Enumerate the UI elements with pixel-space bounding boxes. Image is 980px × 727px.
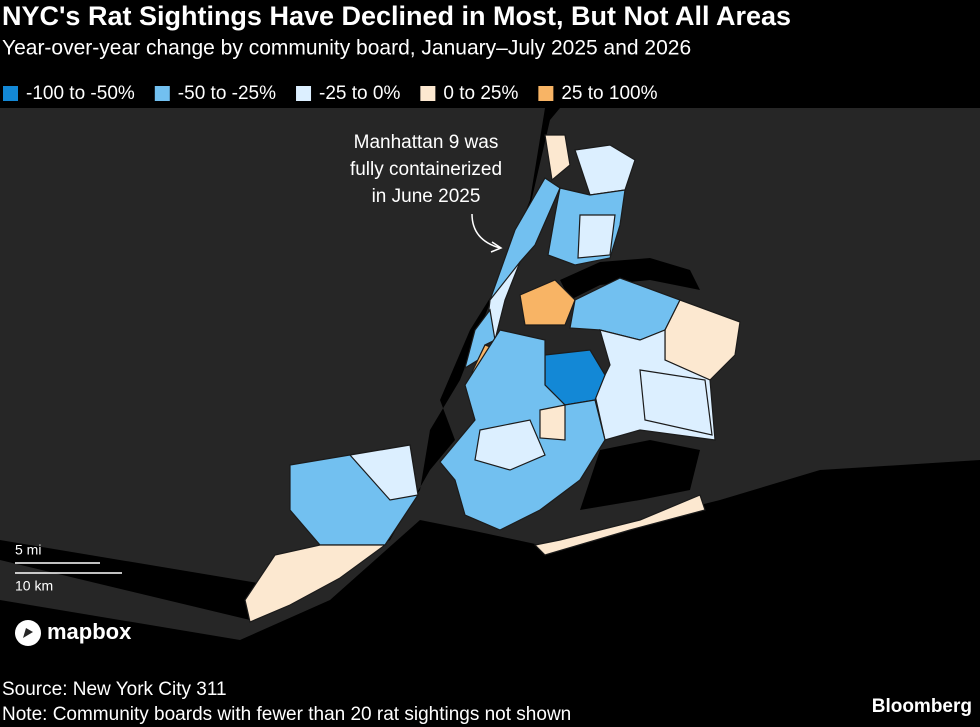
water bbox=[0, 108, 560, 620]
legend-label: 25 to 100% bbox=[561, 83, 657, 104]
annotation-line: in June 2025 bbox=[372, 186, 481, 207]
legend-label: -25 to 0% bbox=[319, 83, 400, 104]
district bbox=[519, 279, 576, 326]
scale-miles: 5 mi bbox=[15, 542, 41, 558]
annotation-arrow bbox=[471, 213, 501, 249]
legend-swatch bbox=[420, 86, 436, 101]
legend-label: -50 to -25% bbox=[178, 83, 276, 104]
title: NYC's Rat Sightings Have Declined in Mos… bbox=[2, 1, 791, 31]
legend-swatch bbox=[538, 86, 554, 101]
ocean bbox=[0, 460, 980, 660]
district bbox=[544, 134, 571, 182]
legend-swatch bbox=[296, 86, 312, 101]
annotation-arrowhead bbox=[490, 241, 503, 253]
district bbox=[539, 404, 566, 441]
east-river bbox=[560, 258, 700, 300]
district bbox=[574, 144, 636, 196]
district bbox=[533, 494, 706, 556]
legend-swatch bbox=[154, 86, 170, 101]
attribution: mapbox bbox=[47, 619, 132, 644]
jamaica-bay bbox=[580, 440, 700, 510]
brand: Bloomberg bbox=[872, 696, 972, 717]
district bbox=[577, 214, 616, 259]
mapbox-logo-mark bbox=[23, 628, 33, 638]
source: Source: New York City 311 bbox=[2, 679, 227, 700]
annotation-line: fully containerized bbox=[350, 159, 502, 180]
legend-swatch bbox=[3, 86, 18, 101]
legend: -100 to -50% -50 to -25% -25 to 0% 0 to 25%… bbox=[3, 83, 658, 104]
legend-label: 0 to 25% bbox=[443, 83, 518, 104]
district bbox=[348, 444, 419, 501]
annotation-line: Manhattan 9 was bbox=[354, 132, 499, 153]
legend-label: -100 to -50% bbox=[26, 83, 135, 104]
district bbox=[244, 544, 387, 623]
scale-km: 10 km bbox=[15, 578, 53, 594]
districts bbox=[244, 134, 741, 623]
district bbox=[639, 369, 713, 436]
note: Note: Community boards with fewer than 2… bbox=[2, 704, 571, 725]
district bbox=[474, 419, 546, 471]
subtitle: Year-over-year change by community board… bbox=[2, 37, 691, 60]
